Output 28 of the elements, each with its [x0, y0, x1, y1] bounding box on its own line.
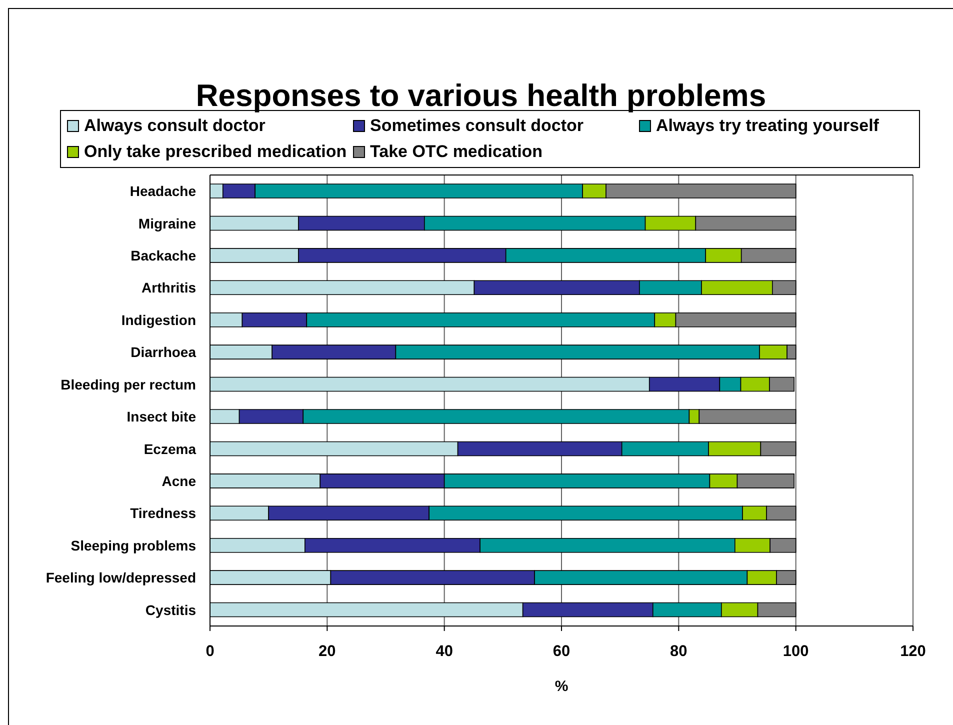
- y-tick-label: Indigestion: [121, 312, 196, 328]
- y-tick-label: Migraine: [138, 215, 196, 232]
- legend-label: Sometimes consult doctor: [370, 116, 584, 136]
- legend-label: Take OTC medication: [370, 142, 543, 162]
- y-tick-label: Headache: [130, 183, 196, 200]
- y-tick-label: Arthritis: [142, 280, 196, 296]
- x-tick-label: 20: [318, 643, 336, 660]
- y-tick-label: Feeling low/depressed: [46, 570, 196, 586]
- x-tick-label: 80: [670, 643, 688, 660]
- chart-title: Responses to various health problems: [194, 77, 768, 115]
- x-tick-label: 60: [552, 643, 570, 660]
- y-tick-label: Insect bite: [126, 408, 196, 425]
- x-tick-label: 40: [436, 643, 453, 660]
- y-tick-label: Backache: [130, 248, 196, 264]
- legend-label: Always try treating yourself: [656, 116, 879, 136]
- y-tick-label: Acne: [162, 473, 196, 490]
- y-tick-label: Diarrhoea: [130, 344, 196, 360]
- x-tick-label: 100: [782, 643, 809, 660]
- legend-label: Always consult doctor: [84, 116, 266, 136]
- x-axis-title: %: [554, 678, 568, 695]
- y-tick-label: Tiredness: [130, 505, 196, 522]
- y-tick-label: Eczema: [144, 440, 196, 457]
- legend-label: Only take prescribed medication: [84, 142, 347, 162]
- x-tick-label: 120: [900, 643, 926, 660]
- y-tick-label: Sleeping problems: [70, 537, 196, 554]
- y-tick-label: Cystitis: [145, 602, 196, 618]
- x-tick-label: 0: [206, 643, 214, 660]
- y-tick-label: Bleeding per rectum: [60, 376, 196, 392]
